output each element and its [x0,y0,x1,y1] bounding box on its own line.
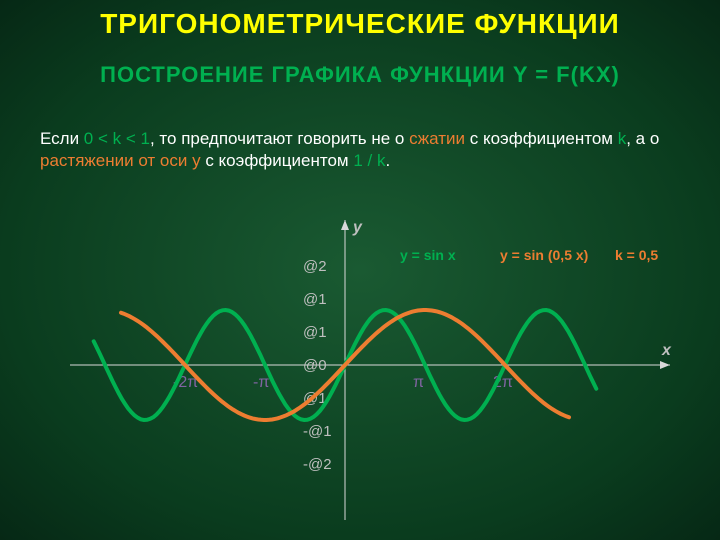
explain-fragment: сжатии [409,129,465,148]
explain-fragment: с коэффициентом [465,129,618,148]
slide-subtitle: ПОСТРОЕНИЕ ГРАФИКА ФУНКЦИИ Y = F(KX) [0,62,720,88]
x-tick-label: -π [253,374,269,391]
series-legend: y = sin (0,5 x) [500,247,588,263]
x-axis-arrow [660,361,670,369]
y-tick-label: -@1 [303,423,332,440]
k-annotation: k = 0,5 [615,247,658,263]
series-legend: y = sin x [400,247,456,263]
explain-fragment: , то предпочитают говорить не о [150,129,409,148]
explain-fragment: с коэффициентом [201,151,354,170]
y-axis-label: y [352,219,363,236]
x-tick-label: π [413,374,424,391]
explain-fragment: k [618,129,627,148]
chart-svg: xy-2π-ππ2π@2@1@1@0@1-@1-@2y = sin xy = s… [60,200,680,530]
y-axis-arrow [341,220,349,230]
y-tick-label: @1 [303,324,327,341]
explain-fragment: растяжении от оси y [40,151,201,170]
x-axis-label: x [661,342,672,359]
y-tick-label: @2 [303,258,327,275]
explain-fragment: . [385,151,390,170]
explain-fragment: Если [40,129,84,148]
explain-fragment: 0 < k < 1 [84,129,150,148]
chart-container: xy-2π-ππ2π@2@1@1@0@1-@1-@2y = sin xy = s… [60,200,680,530]
explain-paragraph: Если 0 < k < 1, то предпочитают говорить… [40,128,680,172]
y-tick-label: @0 [303,357,327,374]
slide-title: ТРИГОНОМЕТРИЧЕСКИЕ ФУНКЦИИ [0,8,720,40]
y-tick-label: @1 [303,291,327,308]
y-tick-label: -@2 [303,456,332,473]
explain-fragment: , а о [626,129,659,148]
explain-fragment: 1 / k [353,151,385,170]
